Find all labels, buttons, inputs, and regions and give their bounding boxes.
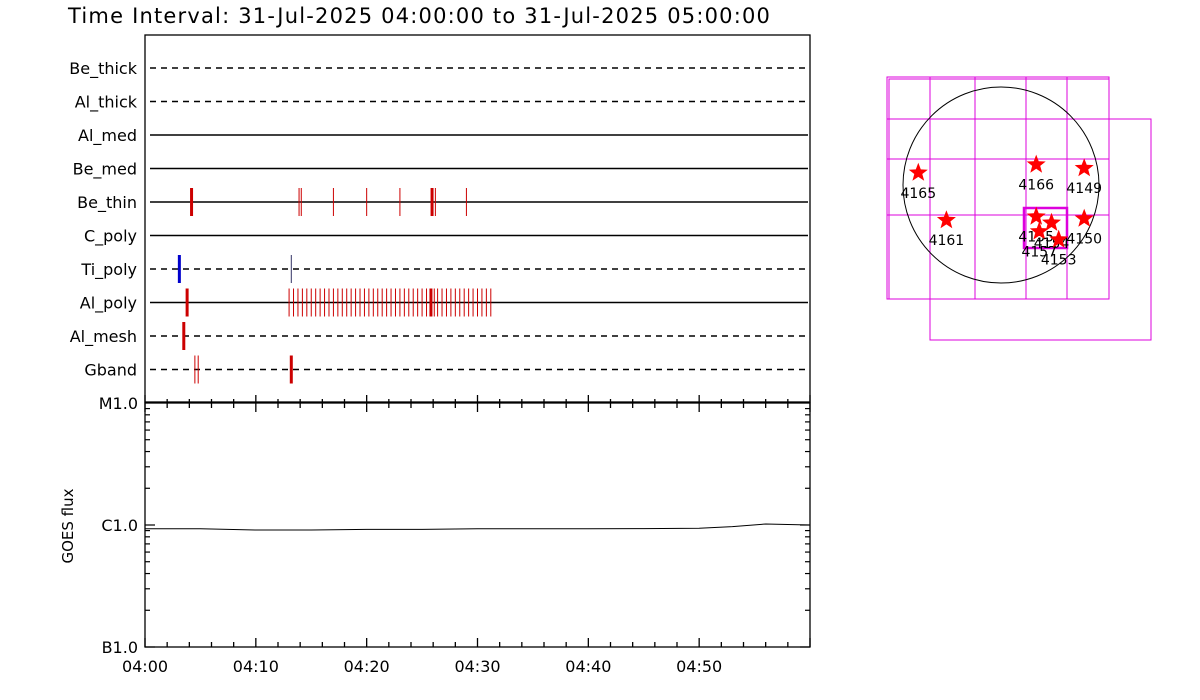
active-region-star-4153 — [1049, 229, 1069, 248]
x-tick-label-2: 04:20 — [344, 657, 390, 676]
channel-label-c-poly: C_poly — [84, 227, 137, 247]
x-tick-label-0: 04:00 — [122, 657, 168, 676]
active-region-label-4165: 4165 — [900, 186, 936, 202]
y-tick-label-2: B1.0 — [102, 638, 138, 657]
y-tick-label-0: M1.0 — [99, 394, 138, 413]
fov-box-small — [1022, 206, 1069, 250]
active-region-label-4155: 4155 — [1018, 230, 1054, 246]
channel-label-gband: Gband — [84, 361, 137, 380]
x-tick-label-3: 04:30 — [454, 657, 500, 676]
active-region-label-4166: 4166 — [1018, 178, 1054, 194]
channel-label-al-poly: Al_poly — [80, 294, 137, 314]
active-region-label-4150: 4150 — [1066, 232, 1102, 248]
active-region-star-4155 — [1026, 206, 1046, 225]
channel-label-be-med: Be_med — [73, 160, 137, 180]
active-region-star-4166 — [1026, 154, 1046, 173]
instrument-timeline-panel: Be_thick Al_thick Al_med Be_med Be_thin C_pol… — [69, 34, 811, 403]
active-region-label-4153: 4153 — [1041, 253, 1077, 269]
channel-label-ti-poly: Ti_poly — [80, 260, 137, 280]
active-region-label-4157: 4157 — [1021, 244, 1057, 260]
goes-frame — [144, 402, 811, 648]
active-region-star-4161 — [936, 210, 956, 229]
chart-title: Time Interval: 31-Jul-2025 04:00:00 to 3… — [67, 4, 771, 28]
channel-label-al-med: Al_med — [78, 126, 137, 146]
active-region-star-4149 — [1074, 158, 1094, 177]
x-tick-label-4: 04:40 — [565, 657, 611, 676]
goes-flux-panel: GOES flux 04:00 04:10 04:20 04:30 04:40 04:50… — [59, 394, 811, 676]
channel-label-be-thick: Be_thick — [69, 59, 137, 79]
channel-label-be-thin: Be_thin — [77, 193, 137, 213]
active-region-star-4150 — [1074, 208, 1094, 227]
active-region-star-4165 — [908, 162, 928, 181]
x-tick-label-5: 04:50 — [676, 657, 722, 676]
solar-limb — [902, 86, 1100, 284]
x-tick-label-1: 04:10 — [233, 657, 279, 676]
active-region-star-4154 — [1042, 212, 1061, 231]
channel-label-al-mesh: Al_mesh — [70, 327, 137, 347]
active-region-star-4157 — [1029, 221, 1049, 240]
active-region-label-4161: 4161 — [929, 233, 965, 249]
goes-ylabel: GOES flux — [59, 488, 77, 563]
timeline-frame — [144, 34, 811, 403]
goes-flux-line — [145, 523, 811, 531]
active-region-label-4149: 4149 — [1066, 181, 1102, 197]
fov-box-main-inner — [888, 78, 1110, 300]
y-tick-label-1: C1.0 — [101, 516, 138, 535]
channel-label-al-thick: Al_thick — [75, 93, 138, 113]
